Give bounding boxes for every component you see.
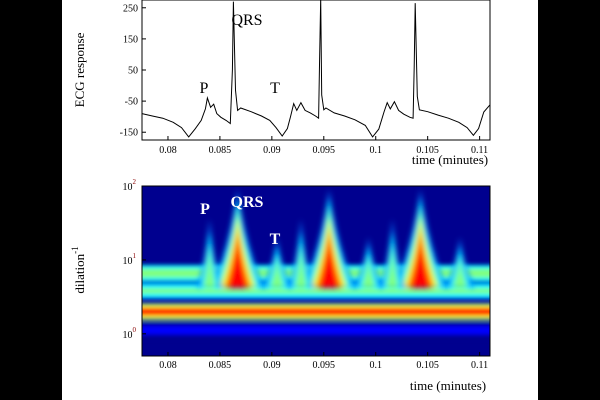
scalogram-p-peak (294, 244, 308, 288)
ecg-x-tick-label: 0.09 (263, 145, 281, 156)
scalogram-y-tick-label: 100 (123, 326, 137, 341)
ecg-annotation-qrs: QRS (231, 12, 262, 29)
figure-svg: 250 150 50 -50 -150 0.08 0.085 0.09 0.095 0.1 0.1… (70, 0, 491, 393)
ecg-y-tick-label: 150 (123, 34, 138, 45)
scalogram-qrs-peak (410, 234, 431, 288)
scalogram-p-peak (386, 244, 399, 288)
ecg-series-line (141, 0, 491, 138)
ecg-x-axis-label: time (minutes) (412, 152, 488, 167)
scalogram-image (142, 186, 490, 356)
scalogram-y-tick-label: 101 (123, 252, 137, 267)
ecg-annotation-p: P (200, 80, 209, 97)
scalogram-qrs-peak (227, 234, 248, 288)
scalogram-x-tick-label: 0.105 (416, 360, 439, 371)
ecg-line-chart: 250 150 50 -50 -150 0.08 0.085 0.09 0.095 0.1 0.1… (72, 0, 491, 167)
scalogram-y-tick-label: 102 (123, 178, 137, 193)
ecg-x-tick-label: 0.11 (471, 145, 488, 156)
scalogram-y-tick-exponent: 0 (133, 326, 137, 334)
figure: 250 150 50 -50 -150 0.08 0.085 0.09 0.095 0.1 0.1… (62, 0, 538, 400)
scalogram-annotation-t: T (270, 231, 281, 248)
scalogram-band (142, 309, 490, 315)
scalogram-x-tick-label: 0.11 (471, 360, 488, 371)
ecg-y-tick-label: 50 (128, 66, 138, 77)
scalogram-y-tick-exponent: 2 (133, 178, 137, 186)
ecg-x-tick-label: 0.085 (209, 145, 232, 156)
ecg-x-tick-label: 0.095 (313, 145, 336, 156)
scalogram-x-tick-label: 0.09 (263, 360, 281, 371)
scalogram-x-axis-label: time (minutes) (410, 378, 486, 393)
scalogram-y-tick-exponent: 1 (133, 252, 137, 260)
ecg-plot-frame (141, 0, 491, 141)
ecg-y-ticks: 250 150 50 -50 -150 (120, 3, 146, 139)
scalogram-x-tick-label: 0.1 (369, 360, 382, 371)
ecg-x-tick-label: 0.1 (369, 145, 382, 156)
scalogram-y-tick-base: 10 (123, 330, 133, 341)
ecg-annotation-t: T (270, 80, 280, 97)
scalogram-x-tick-label: 0.08 (159, 360, 177, 371)
scalogram-x-ticks: 0.08 0.085 0.09 0.095 0.1 0.105 0.11 (159, 352, 488, 371)
ecg-y-tick-label: -150 (120, 128, 138, 139)
scalogram-p-peak (203, 244, 216, 288)
ecg-y-axis-label: ECG response (72, 32, 87, 107)
scalogram-y-tick-base: 10 (123, 256, 133, 267)
ecg-x-tick-label: 0.08 (159, 145, 177, 156)
scalogram-band (142, 288, 490, 294)
scalogram-t-peak (361, 256, 376, 288)
ecg-y-tick-label: 250 (123, 3, 138, 14)
ecg-x-ticks: 0.08 0.085 0.09 0.095 0.1 0.105 0.11 (159, 136, 488, 156)
scalogram-y-axis-label-exponent: -1 (70, 246, 80, 254)
ecg-x-tick-label: 0.105 (416, 145, 439, 156)
scalogram-t-peak (452, 256, 468, 288)
scalogram-frame (141, 185, 491, 357)
scalogram-annotation-qrs: QRS (231, 194, 264, 211)
scalogram-annotation-p: P (200, 201, 210, 218)
scalogram-x-tick-label: 0.085 (209, 360, 232, 371)
scalogram-y-tick-base: 10 (123, 182, 133, 193)
scalogram-band (142, 327, 490, 333)
scalogram-qrs-peak (318, 234, 340, 288)
scalogram-y-axis-label: dilation-1 (70, 246, 87, 293)
ecg-y-tick-label: -50 (125, 97, 138, 108)
scalogram-peaks (197, 189, 474, 288)
scalogram-t-peak (269, 256, 285, 288)
scalogram-x-tick-label: 0.095 (313, 360, 336, 371)
scalogram-y-axis-label-base: dilation (72, 253, 87, 293)
